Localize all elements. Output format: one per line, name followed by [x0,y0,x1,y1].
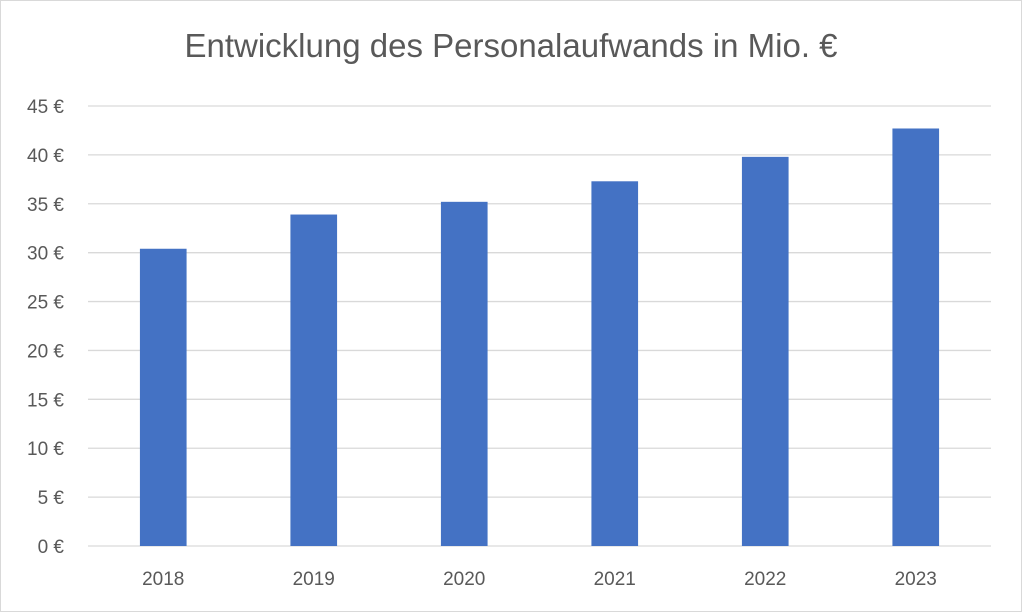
bar-2022 [741,156,789,546]
gridlines [88,105,991,547]
bar-2019 [290,214,338,547]
y-tick-label: 20 € [27,341,64,362]
y-tick-label: 30 € [27,244,64,265]
bar-2023 [892,128,940,546]
x-tick-label: 2020 [443,569,485,590]
y-tick-label: 45 € [27,97,64,118]
y-tick-label: 40 € [27,146,64,167]
x-axis-ticks: 2018 2019 2020 2021 2022 2023 [142,569,937,590]
bar-2021 [591,181,639,547]
bars [139,128,940,547]
x-tick-label: 2018 [142,569,184,590]
y-tick-label: 10 € [27,439,64,460]
bar-2020 [440,201,488,547]
x-tick-label: 2023 [895,569,937,590]
y-tick-label: 25 € [27,293,64,314]
y-axis-ticks: 0 € 5 € 10 € 15 € 20 € 25 € 30 € 35 € 40 € 45 € [27,97,64,558]
y-tick-label: 0 € [38,537,65,558]
x-tick-label: 2019 [293,569,335,590]
y-tick-label: 15 € [27,390,64,411]
y-tick-label: 5 € [38,488,65,509]
chart-title: Entwicklung des Personalaufwands in Mio.… [184,27,838,64]
bar-2018 [139,248,187,546]
x-tick-label: 2022 [744,569,786,590]
y-tick-label: 35 € [27,195,64,216]
x-tick-label: 2021 [594,569,636,590]
